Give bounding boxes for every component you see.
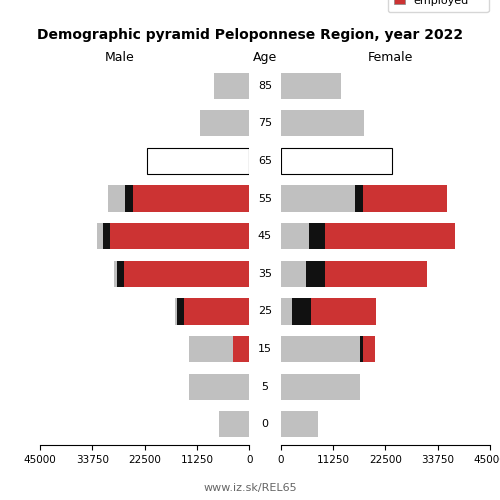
Bar [280, 72, 341, 99]
Legend: inactive, unemployed, employed: inactive, unemployed, employed [388, 0, 488, 12]
Text: Demographic pyramid Peloponnese Region, year 2022: Demographic pyramid Peloponnese Region, … [37, 28, 463, 42]
Text: 5: 5 [262, 382, 268, 392]
Bar [189, 336, 233, 362]
Text: 65: 65 [258, 156, 272, 166]
Bar [147, 148, 250, 174]
Bar [280, 148, 392, 174]
Text: 25: 25 [258, 306, 272, 316]
Text: 35: 35 [258, 269, 272, 279]
Text: Age: Age [253, 51, 277, 64]
Bar [280, 411, 318, 438]
Bar [184, 298, 250, 324]
Bar [214, 72, 250, 99]
Bar [114, 260, 116, 287]
Bar [177, 298, 184, 324]
Bar [124, 260, 250, 287]
Bar [108, 186, 124, 212]
Bar [292, 298, 311, 324]
Bar [280, 260, 306, 287]
Bar [103, 223, 110, 250]
Bar [364, 336, 375, 362]
Bar [200, 110, 250, 136]
Text: 45: 45 [258, 231, 272, 241]
Text: 15: 15 [258, 344, 272, 354]
Bar [280, 374, 360, 400]
Bar [219, 411, 250, 438]
Text: 75: 75 [258, 118, 272, 128]
Bar [306, 260, 325, 287]
Bar [325, 223, 455, 250]
Bar [280, 186, 355, 212]
Bar [116, 260, 123, 287]
Bar [189, 374, 250, 400]
Bar [325, 260, 427, 287]
Bar [355, 186, 364, 212]
Bar [280, 298, 292, 324]
Text: 55: 55 [258, 194, 272, 203]
Bar [311, 298, 376, 324]
Text: www.iz.sk/REL65: www.iz.sk/REL65 [203, 482, 297, 492]
Bar [364, 186, 447, 212]
Bar [133, 186, 250, 212]
Bar [97, 223, 103, 250]
Bar [280, 110, 364, 136]
Bar [280, 336, 360, 362]
Text: 85: 85 [258, 80, 272, 90]
Text: 0: 0 [262, 420, 268, 430]
Text: Female: Female [368, 51, 412, 64]
Bar [175, 298, 177, 324]
Text: Male: Male [105, 51, 135, 64]
Bar [233, 336, 250, 362]
Bar [308, 223, 325, 250]
Bar [360, 336, 364, 362]
Bar [110, 223, 250, 250]
Bar [280, 223, 308, 250]
Bar [124, 186, 133, 212]
